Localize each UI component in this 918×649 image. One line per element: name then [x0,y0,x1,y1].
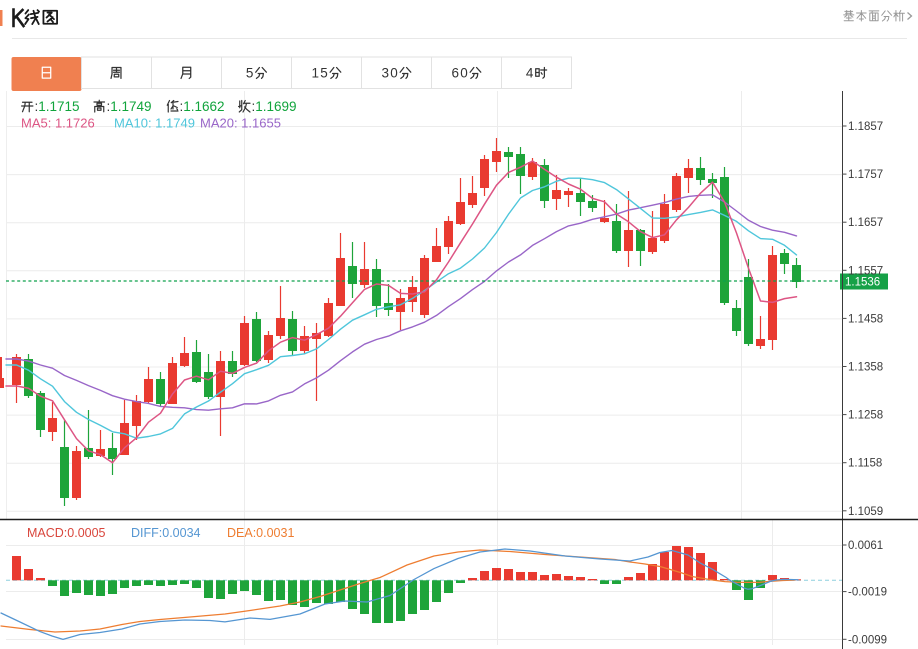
svg-text:MA10: 1.1749: MA10: 1.1749 [114,116,195,131]
svg-text::1.1715: :1.1715 [35,99,80,114]
svg-text:5: 5 [320,65,328,80]
svg-text:1.1358: 1.1358 [848,362,883,374]
svg-text:1.1536: 1.1536 [845,277,880,289]
svg-text:1.1458: 1.1458 [848,313,883,325]
svg-text:DIFF:0.0034: DIFF:0.0034 [131,526,201,540]
svg-text:MA5: 1.1726: MA5: 1.1726 [21,116,95,131]
svg-text:1.1657: 1.1657 [848,217,883,229]
svg-text:1.1757: 1.1757 [848,169,883,181]
svg-text:0.0061: 0.0061 [848,540,883,552]
svg-text:4: 4 [526,65,534,80]
svg-text:0: 0 [390,65,398,80]
svg-text:-0.0019: -0.0019 [848,587,887,599]
svg-text:DEA:0.0031: DEA:0.0031 [227,526,294,540]
svg-text:MACD:0.0005: MACD:0.0005 [27,526,106,540]
svg-text::1.1699: :1.1699 [252,99,297,114]
svg-text:-0.0099: -0.0099 [848,634,887,646]
svg-text:0: 0 [460,65,468,80]
svg-text:1.1857: 1.1857 [848,121,883,133]
svg-text::1.1749: :1.1749 [107,99,152,114]
svg-text:MA20: 1.1655: MA20: 1.1655 [200,116,281,131]
svg-text:1.1258: 1.1258 [848,410,883,422]
svg-text:1: 1 [311,65,319,80]
svg-text:5: 5 [246,65,254,80]
svg-text:1.1059: 1.1059 [848,506,883,518]
svg-text::1.1662: :1.1662 [180,99,225,114]
svg-text:6: 6 [451,65,459,80]
svg-text:1.1557: 1.1557 [848,265,883,277]
svg-text:1.1158: 1.1158 [848,458,882,470]
svg-text:3: 3 [381,65,389,80]
